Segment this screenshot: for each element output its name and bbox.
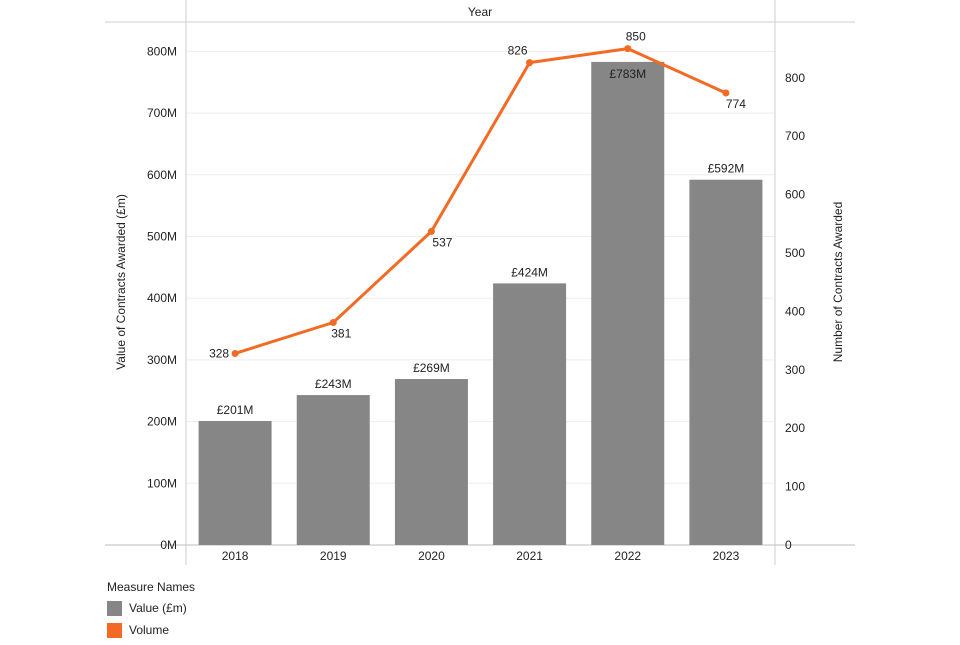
legend-swatch-volume [107, 622, 122, 638]
volume-point-2021 [526, 59, 534, 67]
y-left-tick-label: 0M [160, 538, 177, 552]
volume-label-2018: 328 [209, 346, 229, 360]
legend-label-volume: Volume [129, 623, 170, 637]
bar-label-2020: £269M [413, 361, 450, 375]
y-left-tick-label: 700M [147, 106, 177, 120]
bar-2020 [394, 379, 468, 545]
bar-2022 [591, 61, 665, 545]
y-right-tick-label: 600 [785, 188, 805, 202]
y-right-tick-label: 0 [785, 538, 792, 552]
bar-label-2018: £201M [217, 403, 254, 417]
y-right-tick-label: 100 [785, 480, 805, 494]
gridlines [186, 50, 775, 484]
x-tick-label-2023: 2023 [713, 549, 740, 563]
y-axis-right-label: Number of Contracts Awarded [831, 202, 845, 363]
bar-2023 [689, 179, 763, 545]
y-axis-right-ticks: 0 100 200 300 400 500 600 700 800 [785, 71, 805, 552]
y-right-tick-label: 300 [785, 363, 805, 377]
y-axis-left-label: Value of Contracts Awarded (£m) [114, 194, 128, 370]
bar-2019 [296, 395, 370, 545]
volume-point-2018 [231, 349, 239, 357]
y-right-tick-label: 200 [785, 421, 805, 435]
header-title: Year [468, 5, 492, 19]
volume-label-2020: 537 [432, 235, 452, 249]
y-left-tick-label: 200M [147, 415, 177, 429]
x-tick-label-2018: 2018 [222, 549, 249, 563]
bar-label-2022: £783M [609, 67, 646, 81]
y-left-tick-label: 400M [147, 291, 177, 305]
volume-point-2022 [624, 45, 632, 53]
bar-label-2023: £592M [708, 162, 745, 176]
volume-label-2022: 850 [626, 30, 646, 44]
bar-series [198, 61, 763, 545]
y-right-tick-label: 800 [785, 71, 805, 85]
volume-point-2019 [329, 318, 337, 326]
legend-label-value: Value (£m) [129, 601, 187, 615]
legend: Measure Names Value (£m) Volume [107, 580, 195, 641]
y-left-tick-label: 100M [147, 476, 177, 490]
legend-title: Measure Names [107, 580, 196, 594]
legend-item-volume[interactable]: Volume [107, 619, 195, 641]
y-right-tick-label: 700 [785, 129, 805, 143]
legend-item-value[interactable]: Value (£m) [107, 597, 195, 619]
legend-swatch-value [107, 600, 122, 616]
data-labels: £201M £243M £269M £424M £783M £592M 328 381 537 8… [209, 30, 746, 417]
x-tick-label-2019: 2019 [320, 549, 347, 563]
x-tick-label-2020: 2020 [418, 549, 445, 563]
y-left-tick-label: 800M [147, 44, 177, 58]
y-axis-left-ticks: 0M 100M 200M 300M 400M 500M 600M 700M 800M [147, 44, 177, 552]
volume-label-2023: 774 [726, 97, 746, 111]
bar-label-2019: £243M [315, 377, 352, 391]
volume-point-2023 [722, 89, 730, 97]
y-right-tick-label: 500 [785, 246, 805, 260]
y-left-tick-label: 500M [147, 230, 177, 244]
y-left-tick-label: 300M [147, 353, 177, 367]
x-tick-label-2022: 2022 [614, 549, 641, 563]
volume-label-2021: 826 [508, 44, 528, 58]
y-left-tick-label: 600M [147, 168, 177, 182]
x-tick-label-2021: 2021 [516, 549, 543, 563]
bar-2018 [198, 420, 272, 545]
y-right-tick-label: 400 [785, 304, 805, 318]
x-axis-ticks: 2018 2019 2020 2021 2022 2023 [222, 549, 740, 563]
bar-label-2021: £424M [511, 265, 548, 279]
volume-point-2020 [427, 227, 435, 235]
volume-line [234, 47, 727, 355]
line-series [231, 45, 730, 357]
bar-2021 [493, 283, 567, 545]
volume-label-2019: 381 [331, 326, 351, 340]
